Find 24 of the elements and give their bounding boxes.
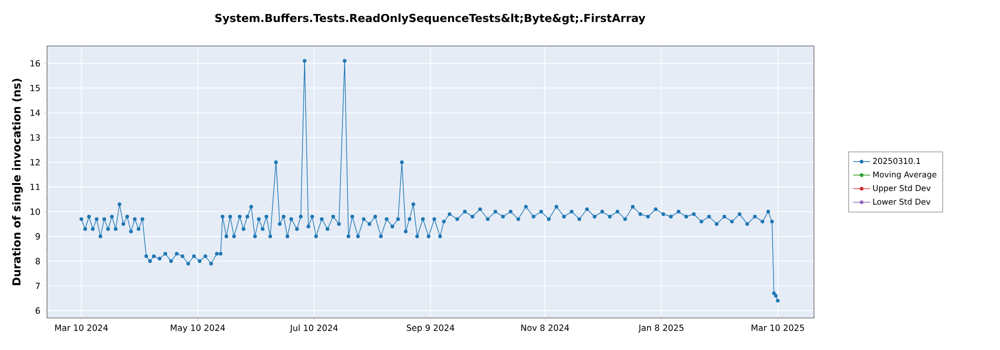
y-tick-label: 15 — [30, 84, 40, 92]
y-tick-label: 7 — [36, 282, 40, 289]
legend-label: Upper Std Dev — [873, 184, 931, 193]
y-axis-title: Duration of single invocation (ns) — [12, 78, 23, 286]
x-tick-label: May 10 2024 — [170, 324, 225, 333]
x-tick-label: Jul 10 2024 — [290, 324, 338, 333]
legend-label: 20250310.1 — [873, 158, 920, 164]
legend-label: Moving Average — [873, 171, 936, 180]
x-tick-label: Jan 8 2025 — [638, 324, 684, 333]
y-tick-label: 13 — [30, 134, 40, 141]
y-tick-label: 14 — [30, 110, 40, 116]
y-tick-label: 12 — [30, 159, 40, 166]
x-tick-label: Mar 10 2025 — [752, 324, 804, 331]
y-tick-label: 10 — [30, 208, 40, 215]
y-tick-label: 9 — [36, 233, 40, 240]
legend-label: Lower Std Dev — [873, 198, 930, 205]
x-tick-label: Mar 10 2024 — [55, 324, 108, 331]
y-tick-label: 8 — [36, 258, 40, 264]
y-tick-label: 16 — [30, 60, 40, 67]
chart-title: System.Buffers.Tests.ReadOnlySequenceTests&lt;Byte&gt;.FirstArray — [215, 14, 646, 24]
y-tick-label: 6 — [36, 307, 40, 314]
y-tick-label: 11 — [30, 184, 40, 190]
x-tick-label: Sep 9 2024 — [406, 324, 454, 333]
x-tick-label: Nov 8 2024 — [521, 324, 570, 331]
